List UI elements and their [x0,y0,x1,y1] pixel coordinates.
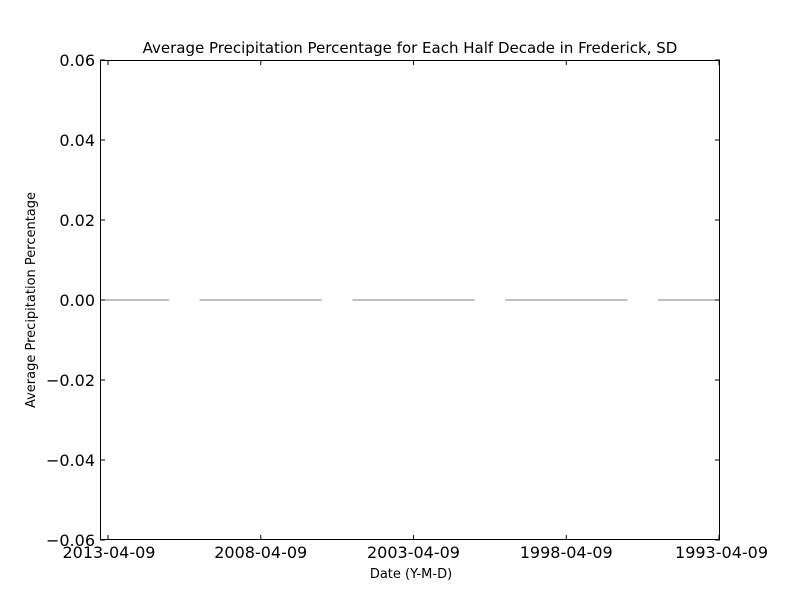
x-tick-label: 2008-04-09 [214,543,307,562]
y-tick-label: −0.04 [46,451,95,470]
x-axis-label: Date (Y-M-D) [370,567,452,582]
bar-2013-04-09 [100,299,170,301]
x-tick-label: 1993-04-09 [675,543,768,562]
x-axis-ticks: 2013-04-09 2008-04-09 2003-04-09 1998-04-09… [63,60,768,562]
y-tick-label: −0.06 [46,531,95,550]
x-tick-label: 1998-04-09 [520,543,613,562]
bar-2003-04-09 [352,299,475,301]
y-tick-label: 0.02 [59,211,95,230]
bar-1998-04-09 [505,299,628,301]
chart-title: Average Precipitation Percentage for Eac… [143,39,678,57]
bar-group [100,299,720,301]
bar-1993-04-09 [657,299,720,301]
y-tick-label: 0.06 [59,51,95,70]
x-tick-label: 2013-04-09 [63,543,156,562]
x-tick-label: 2003-04-09 [367,543,460,562]
y-tick-label: 0.04 [59,131,95,150]
y-axis-label: Average Precipitation Percentage [24,192,39,408]
y-axis-ticks: −0.06 −0.04 −0.02 0.00 0.02 0.04 0.06 [46,51,720,550]
y-tick-label: −0.02 [46,371,95,390]
y-tick-label: 0.00 [59,291,95,310]
bar-2008-04-09 [199,299,322,301]
